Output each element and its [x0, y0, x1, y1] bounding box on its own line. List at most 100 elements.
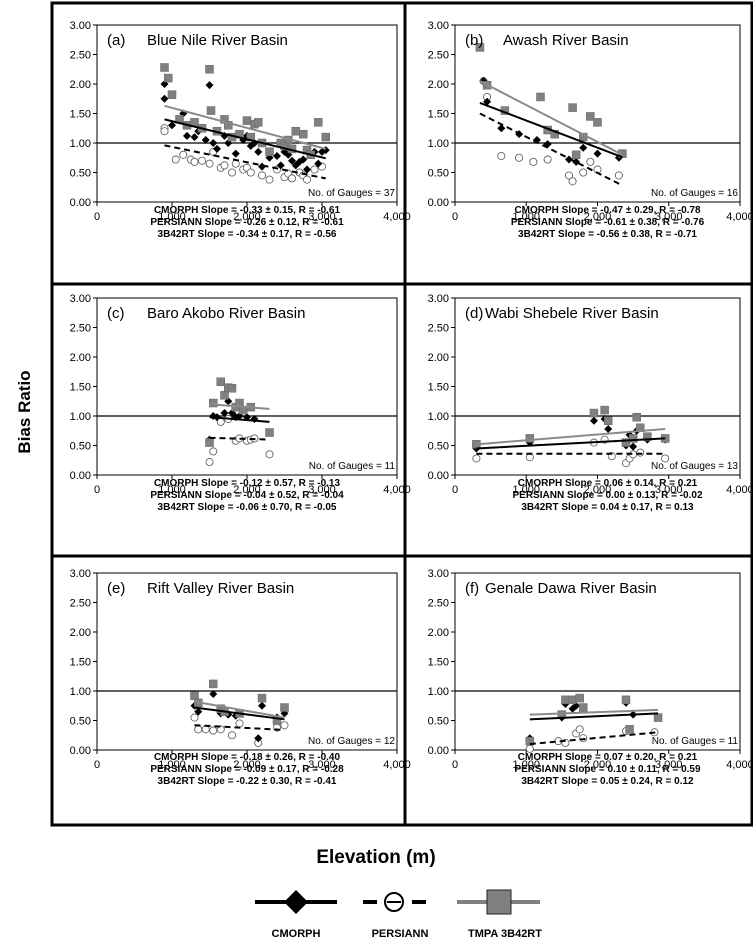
chart-panel-b: 0.00 0.50 1.00 1.50 2.00 2.50 3.00 0 1,000 2,000 3… — [428, 20, 753, 240]
cmorph-point — [604, 424, 613, 433]
chart-panel-a: 0.00 0.50 1.00 1.50 2.00 2.50 3.00 0 1,000 2,000 3… — [70, 20, 411, 240]
cmorph-point — [593, 149, 602, 158]
cmorph-trend-line — [194, 706, 285, 721]
tmpa-point — [571, 150, 581, 160]
tmpa-point — [242, 116, 252, 125]
y-tick-label: 0.50 — [428, 716, 449, 728]
y-tick-label: 0.50 — [70, 716, 91, 728]
plot-area — [96, 297, 398, 476]
plot-area — [96, 572, 398, 751]
persiann-point — [205, 458, 214, 467]
persiann-point — [205, 159, 214, 168]
tmpa-point — [254, 118, 263, 127]
svg-text:TMPA 3B42RT: TMPA 3B42RT — [468, 928, 542, 940]
persiann-trend-line — [479, 112, 623, 187]
persiann-point — [579, 168, 588, 177]
cmorph-point — [231, 149, 240, 158]
regression-stat: 3B42RT Slope = -0.06 ± 0.70, R = -0.05 — [158, 502, 337, 513]
regression-stat: 3B42RT Slope = -0.56 ± 0.38, R = -0.71 — [518, 229, 697, 240]
y-tick-label: 3.00 — [70, 293, 91, 305]
persiann-point — [614, 171, 623, 180]
panel-title: Rift Valley River Basin — [147, 580, 294, 597]
x-tick-label: 2,000 — [584, 484, 612, 496]
cmorph-point — [190, 133, 199, 142]
cmorph-point — [254, 734, 263, 743]
cmorph-point — [201, 136, 210, 145]
tmpa-point — [579, 703, 588, 712]
cmorph-point — [299, 155, 308, 164]
y-tick-label: 1.50 — [70, 109, 91, 121]
x-tick-label: 4,000 — [726, 759, 753, 771]
tmpa-point — [265, 147, 274, 157]
gauge-count: No. of Gauges = 16 — [651, 188, 738, 199]
y-tick-label: 2.00 — [70, 627, 91, 639]
cmorph-point — [497, 124, 506, 133]
y-tick-label: 0.00 — [70, 745, 91, 757]
tmpa-point — [525, 434, 535, 443]
cmorph-point — [220, 409, 229, 418]
x-tick-label: 3,000 — [308, 759, 336, 771]
panel-label: (d) — [465, 305, 483, 322]
square-marker-icon — [486, 889, 512, 915]
legend-item-cmorph: CMORPH — [255, 890, 337, 940]
x-tick-label: 0 — [452, 759, 458, 771]
y-tick-label: 1.50 — [428, 657, 449, 669]
tmpa-point — [628, 434, 638, 443]
cmorph-point — [276, 161, 285, 170]
tmpa-trend-line — [476, 427, 666, 446]
tmpa-point — [299, 129, 308, 139]
x-tick-label: 0 — [452, 211, 458, 223]
persiann-point — [209, 726, 218, 735]
x-tick-label: 3,000 — [308, 484, 336, 496]
x-tick-label: 4,000 — [383, 211, 411, 223]
persiann-point — [246, 168, 255, 177]
cmorph-point — [258, 701, 266, 710]
tmpa-point — [205, 65, 214, 74]
persiann-point — [160, 127, 169, 136]
persiann-point — [636, 448, 645, 457]
y-tick-label: 0.00 — [428, 197, 449, 209]
tmpa-point — [621, 695, 631, 705]
chart-panel-f: 0.00 0.50 1.00 1.50 2.00 2.50 3.00 0 1,000 2,000 3… — [428, 568, 753, 787]
y-tick-label: 2.00 — [70, 352, 91, 364]
tmpa-point — [625, 725, 634, 734]
tmpa-trend-line — [164, 104, 327, 150]
panel-label: (b) — [465, 32, 483, 49]
tmpa-point — [280, 703, 289, 712]
panel-label: (e) — [107, 580, 125, 597]
plot-area — [454, 297, 741, 476]
tmpa-point — [205, 438, 214, 447]
chart-panel-e: 0.00 0.50 1.00 1.50 2.00 2.50 3.00 0 1,000 2,000 3… — [70, 568, 411, 787]
legend: CMORPH PERSIANN TMPA 3B42RT — [255, 889, 542, 940]
y-tick-label: 1.00 — [70, 686, 91, 698]
cmorph-trend-line — [479, 101, 623, 159]
y-tick-label: 2.50 — [70, 323, 91, 335]
cmorph-point — [209, 139, 218, 147]
tmpa-point — [525, 736, 535, 746]
y-tick-label: 3.00 — [428, 568, 449, 580]
persiann-point — [190, 713, 199, 722]
cmorph-point — [303, 165, 311, 174]
x-tick-label: 0 — [94, 484, 100, 496]
tmpa-point — [160, 63, 169, 72]
x-tick-label: 3,000 — [655, 211, 683, 223]
regression-stat: CMORPH Slope = 0.06 ± 0.14, R = 0.21 — [518, 478, 698, 489]
y-tick-label: 2.50 — [428, 323, 449, 335]
x-tick-label: 0 — [452, 484, 458, 496]
y-tick-label: 1.00 — [70, 411, 91, 423]
persiann-trend-line — [164, 144, 326, 180]
svg-text:CMORPH: CMORPH — [272, 928, 321, 940]
regression-stat: PERSIANN Slope = -0.04 ± 0.52, R = -0.04 — [150, 490, 344, 501]
tmpa-trend-line — [194, 700, 285, 719]
cmorph-trend-line — [476, 437, 666, 450]
persiann-point — [310, 165, 319, 174]
persiann-point — [235, 719, 244, 728]
regression-stat: PERSIANN Slope = -0.09 ± 0.17, R = -0.28 — [150, 764, 344, 775]
y-tick-label: 1.00 — [70, 138, 91, 150]
svg-text:PERSIANN: PERSIANN — [372, 928, 429, 940]
cmorph-point — [213, 144, 221, 153]
diamond-marker-icon — [284, 890, 308, 914]
y-axis-label: Bias Ratio — [15, 370, 34, 453]
persiann-point — [529, 157, 538, 166]
y-tick-label: 1.50 — [428, 382, 449, 394]
